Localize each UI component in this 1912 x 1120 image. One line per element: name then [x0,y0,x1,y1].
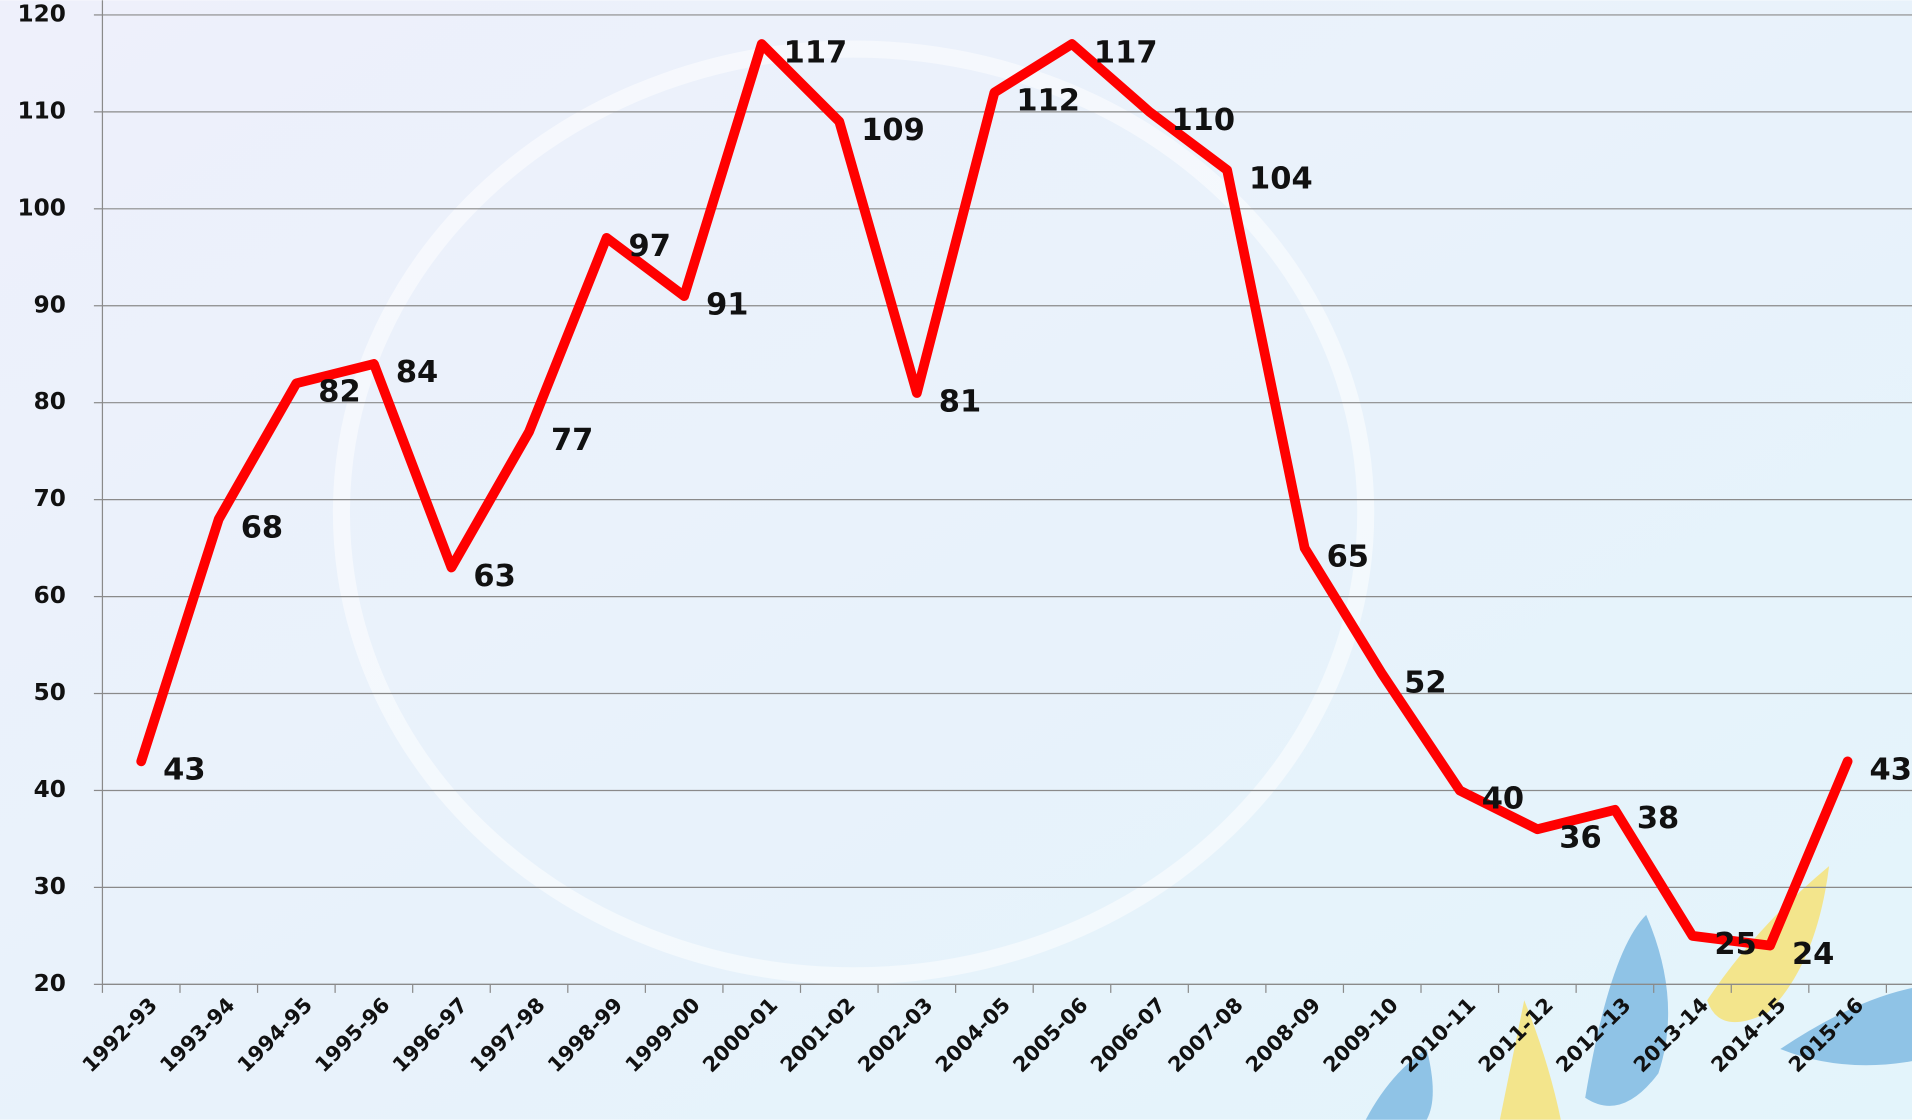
value-label: 117 [1094,35,1158,70]
value-label: 38 [1637,801,1679,836]
value-label: 77 [551,423,593,458]
y-tick-label: 20 [34,971,66,997]
value-label: 104 [1249,161,1313,196]
value-label: 81 [939,384,981,419]
value-label: 52 [1404,665,1446,700]
value-label: 112 [1016,84,1080,119]
value-label: 109 [861,113,925,148]
value-label: 117 [784,35,848,70]
y-tick-label: 90 [34,292,66,318]
value-label: 25 [1714,927,1756,962]
y-tick-label: 30 [34,874,66,900]
y-tick-label: 110 [18,98,66,124]
y-tick-label: 40 [34,777,66,803]
value-label: 110 [1171,103,1235,138]
value-label: 43 [163,753,205,788]
y-tick-label: 80 [34,389,66,415]
y-tick-label: 60 [34,583,66,609]
value-label: 24 [1792,937,1834,972]
value-label: 84 [396,355,438,390]
value-label: 91 [706,287,748,322]
y-tick-label: 120 [18,1,66,27]
value-label: 43 [1870,753,1912,788]
y-tick-label: 50 [34,680,66,706]
value-label: 65 [1327,539,1369,574]
value-label: 68 [241,510,283,545]
value-label: 82 [318,375,360,410]
value-label: 40 [1482,782,1524,817]
value-label: 36 [1559,820,1601,855]
y-tick-label: 100 [18,195,66,221]
chart: 20 30 40 50 60 70 80 90 100 110 120 43 68 82 84 63 77 97 9… [0,0,1912,1120]
value-label: 63 [473,559,515,594]
value-label: 97 [629,229,671,264]
y-tick-label: 70 [34,486,66,512]
